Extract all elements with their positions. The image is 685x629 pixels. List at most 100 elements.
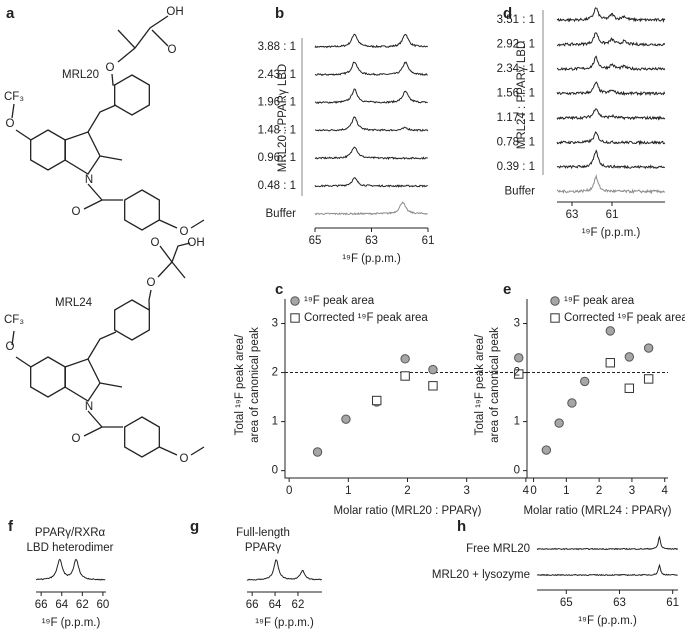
atom-label: OH (166, 6, 183, 18)
compound-name: MRL20 (62, 69, 99, 81)
atom-label: O (72, 206, 81, 218)
bond (30, 356, 66, 398)
spectrum-trace (36, 558, 106, 581)
trace-label: 1.96 : 1 (258, 97, 296, 109)
bond (117, 15, 169, 63)
y-tick-label: 1 (272, 416, 278, 428)
y-tick-label: 3 (272, 318, 278, 330)
trace-label: 2.43 : 1 (258, 69, 296, 81)
y-axis-label: Total ¹⁹F peak area/ (234, 334, 246, 436)
x-tick-label: 62 (76, 599, 89, 611)
data-point (428, 364, 438, 375)
panel-letter: c (275, 281, 283, 298)
y-axis-label: area of canonical peak (489, 327, 501, 443)
x-tick-label: 66 (246, 599, 259, 611)
spectrum-trace (556, 7, 666, 23)
bond (190, 219, 205, 229)
legend-marker (290, 313, 300, 323)
spectrum-trace (556, 131, 666, 146)
axes (284, 299, 530, 479)
bond (64, 358, 101, 402)
trace-label: MRL20 + lysozyme (432, 569, 530, 581)
x-tick-label: 65 (560, 597, 573, 609)
trace-label: 1.56 : 1 (497, 88, 535, 100)
trace-label: 0.78 : 1 (497, 137, 535, 149)
y-axis-label: MRL20 : PPARγ LBD (277, 64, 289, 172)
spectrum-trace (314, 33, 429, 49)
x-tick-label: 61 (666, 597, 679, 609)
data-point (580, 376, 590, 387)
x-tick-label: 63 (365, 235, 378, 247)
x-tick-label: 61 (606, 209, 619, 221)
x-tick-label: 4 (662, 485, 669, 497)
legend-label: ¹⁹F peak area (564, 295, 635, 307)
data-point (605, 358, 615, 368)
data-point (643, 374, 654, 384)
panel-letter: f (8, 518, 14, 535)
bond (30, 129, 66, 171)
data-point (400, 371, 410, 381)
panel-title: PPARγ/RXRα (35, 527, 106, 539)
spectrum-trace (314, 177, 428, 188)
y-axis-label: Total ¹⁹F peak area/ (474, 334, 486, 436)
data-point (372, 395, 382, 406)
bond (114, 299, 150, 341)
x-tick-label: 61 (422, 235, 435, 247)
x-axis-label: ¹⁹F (p.p.m.) (255, 617, 314, 629)
bond (159, 245, 173, 263)
bond (190, 446, 205, 456)
legend-label: Corrected ¹⁹F peak area (304, 312, 428, 324)
panel-letter: e (503, 281, 511, 298)
bond (157, 242, 191, 278)
legend-marker (550, 313, 560, 323)
trace-label: Buffer (266, 208, 297, 220)
y-tick-label: 2 (514, 367, 520, 379)
x-tick-label: 4 (523, 485, 530, 497)
x-tick-label: 62 (292, 599, 305, 611)
bond (15, 129, 32, 141)
trace-label: Free MRL20 (466, 543, 530, 555)
data-point (341, 414, 351, 424)
data-point (643, 343, 654, 353)
trace-label: 3.51 : 1 (497, 14, 535, 26)
atom-label: O (72, 433, 81, 445)
bond (151, 29, 169, 47)
atom-label: N (85, 174, 93, 186)
atom-label: O (6, 341, 15, 353)
bond (148, 289, 152, 311)
x-tick-label: 3 (463, 485, 469, 497)
y-tick-label: 3 (514, 318, 520, 330)
spectrum-trace (556, 55, 666, 72)
x-axis-label: Molar ratio (MRL24 : PPARγ) (523, 505, 671, 517)
bond (124, 189, 160, 231)
atom-label: O (6, 118, 15, 130)
atom-label: N (85, 401, 93, 413)
legend-marker (290, 296, 300, 306)
x-tick-label: 64 (269, 599, 282, 611)
y-axis-label: area of canonical peak (249, 327, 261, 443)
spectrum-trace (557, 32, 666, 47)
bond (124, 416, 160, 458)
bond (87, 410, 123, 428)
y-tick-label: 0 (514, 465, 520, 477)
bond (15, 356, 32, 368)
bond (87, 183, 123, 201)
atom-label: O (180, 453, 189, 465)
panel-title: LBD heterodimer (27, 542, 114, 554)
atom-label: O (106, 62, 115, 74)
x-tick-label: 2 (404, 485, 410, 497)
bond (159, 219, 178, 229)
x-axis-label: ¹⁹F (p.p.m.) (42, 617, 101, 629)
trace-label: 1.17 : 1 (497, 112, 535, 124)
x-tick-label: 60 (97, 599, 110, 611)
legend-label: Corrected ¹⁹F peak area (564, 312, 685, 324)
x-tick-label: 2 (596, 485, 602, 497)
trace-label: 2.92 : 1 (497, 39, 535, 51)
data-point (624, 383, 635, 393)
atom-label: CF₃ (4, 91, 24, 103)
y-tick-label: 0 (272, 465, 278, 477)
panel-letter: g (190, 518, 199, 535)
bond (114, 74, 150, 116)
data-point (541, 445, 552, 455)
bond (83, 426, 103, 437)
